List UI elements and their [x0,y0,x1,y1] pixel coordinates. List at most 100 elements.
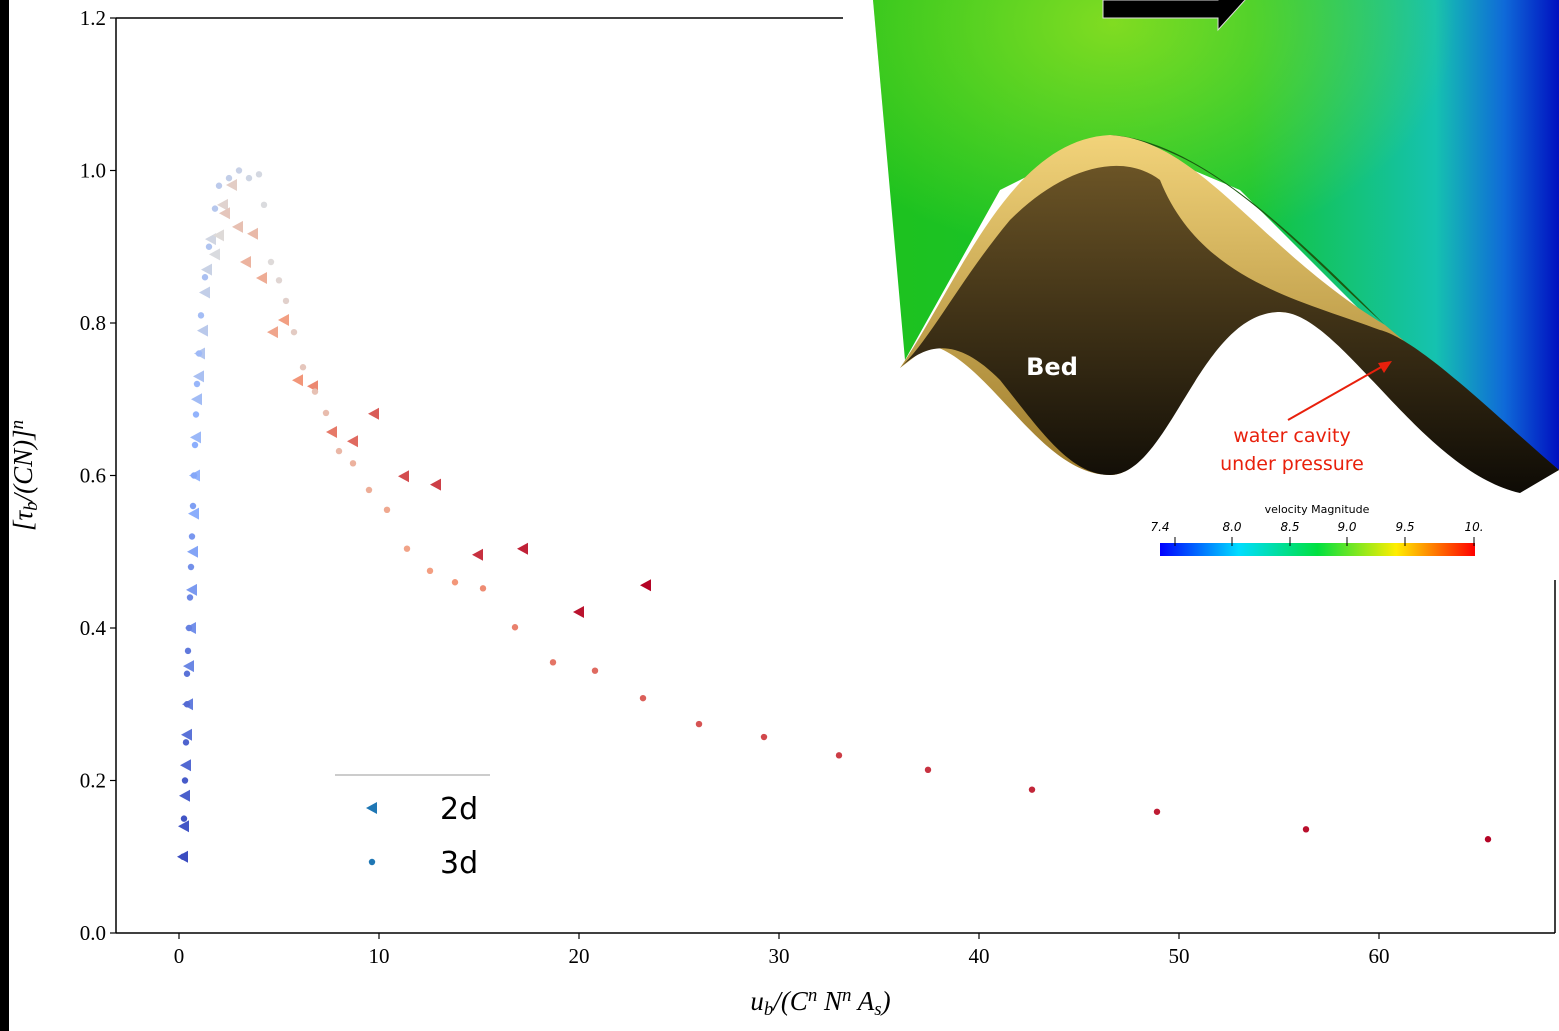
triangle-marker [573,605,584,618]
triangle-marker [430,478,441,491]
dot-marker [383,506,391,514]
dot-marker [322,409,330,417]
dot-marker [426,567,434,575]
dot-marker [186,594,194,601]
dot-marker [195,350,203,357]
dot-marker [225,174,233,182]
dot-marker [1484,836,1492,843]
dot-marker [290,328,298,336]
dot-marker [183,701,191,708]
dot-marker [335,447,343,455]
triangle-marker [187,545,198,558]
colorbar-title: velocity Magnitude [1265,503,1370,516]
dot-marker [188,533,196,540]
triangle-marker [326,426,337,439]
plot-area: 0 10 20 30 40 50 60 0.0 0.2 0.4 0.6 0.8 1.0 1.2 ub/(Cn… [7,6,1556,1020]
dot-marker [245,174,253,182]
triangle-marker [517,542,528,555]
x-tick-label: 40 [969,944,990,968]
dot-marker [215,182,223,189]
dot-marker [511,624,519,631]
legend-label: 2d [440,792,478,827]
dot-marker [368,858,376,866]
dot-marker [1028,786,1036,793]
legend-label: 3d [440,846,478,881]
triangle-marker [183,660,194,673]
dot-marker [205,243,213,250]
colorbar-tick-label: 9.5 [1395,520,1414,534]
dot-marker [403,545,411,552]
x-axis-label: ub/(Cn Nn As) [750,985,890,1019]
flow-glow [873,0,1559,470]
dot-marker [451,579,459,586]
y-tick-label: 0.2 [80,769,106,793]
dot-marker [549,659,557,666]
triangle-marker [226,178,237,191]
annotation-line: under pressure [1220,453,1364,475]
y-axis-label: [τb/(CN)]n [7,420,41,531]
dot-marker [299,364,307,371]
colorbar [1160,543,1475,556]
dot-marker [197,312,205,319]
x-tick-label: 10 [369,944,390,968]
y-tick-label: 0.8 [80,311,106,335]
dot-marker [1153,808,1161,815]
dot-marker [180,815,188,822]
annotation-line: water cavity [1233,425,1350,447]
dot-marker [639,694,647,702]
triangle-marker [180,759,191,772]
triangle-marker [278,313,289,326]
dot-marker [365,486,373,494]
x-tick-label: 0 [174,944,185,968]
dot-marker [189,502,197,510]
dot-marker [924,766,932,774]
colorbar-tick-label: 9.0 [1337,520,1356,534]
dot-marker [192,411,200,418]
screen-edge [0,0,9,1031]
dot-marker [193,380,201,388]
y-tick-label: 0.4 [80,616,107,640]
dot-marker [190,472,198,479]
triangle-marker [217,198,228,211]
dot-marker [349,460,357,467]
dot-marker [182,739,190,746]
colorbar-tick-label: 7.4 [1150,520,1169,534]
dot-marker [282,297,290,305]
dot-marker [275,277,283,284]
triangle-marker [640,579,651,592]
triangle-marker [366,802,377,814]
inset-image: Bed water cavity under pressure velocity… [843,0,1559,580]
triangle-marker [193,370,204,383]
triangle-marker [178,820,189,833]
triangle-marker [181,728,192,741]
triangle-marker [209,248,220,261]
triangle-marker [267,326,278,339]
colorbar-tick-label: 8.5 [1280,520,1299,534]
triangle-marker [197,324,208,337]
triangle-marker [240,256,251,268]
dot-marker [479,585,487,592]
triangle-marker [247,227,258,240]
triangle-marker [219,207,230,220]
dot-marker [255,171,263,178]
triangle-marker [292,374,303,387]
triangle-marker [188,507,199,520]
dot-marker [185,624,193,632]
x-tick-label: 20 [569,944,590,968]
triangle-marker [398,470,409,483]
bed-label: Bed [1026,353,1078,381]
dot-marker [183,670,191,677]
colorbar-tick-label: 10. [1464,520,1483,534]
triangle-marker [472,548,483,561]
dot-marker [695,720,703,728]
dot-marker [211,205,219,212]
flow-arrow [1102,0,1246,32]
dot-marker [201,274,209,281]
y-tick-label: 1.2 [80,6,106,30]
dot-marker [181,777,189,784]
triangle-marker [213,229,224,242]
x-tick-label: 50 [1169,944,1190,968]
dot-marker [267,258,275,266]
